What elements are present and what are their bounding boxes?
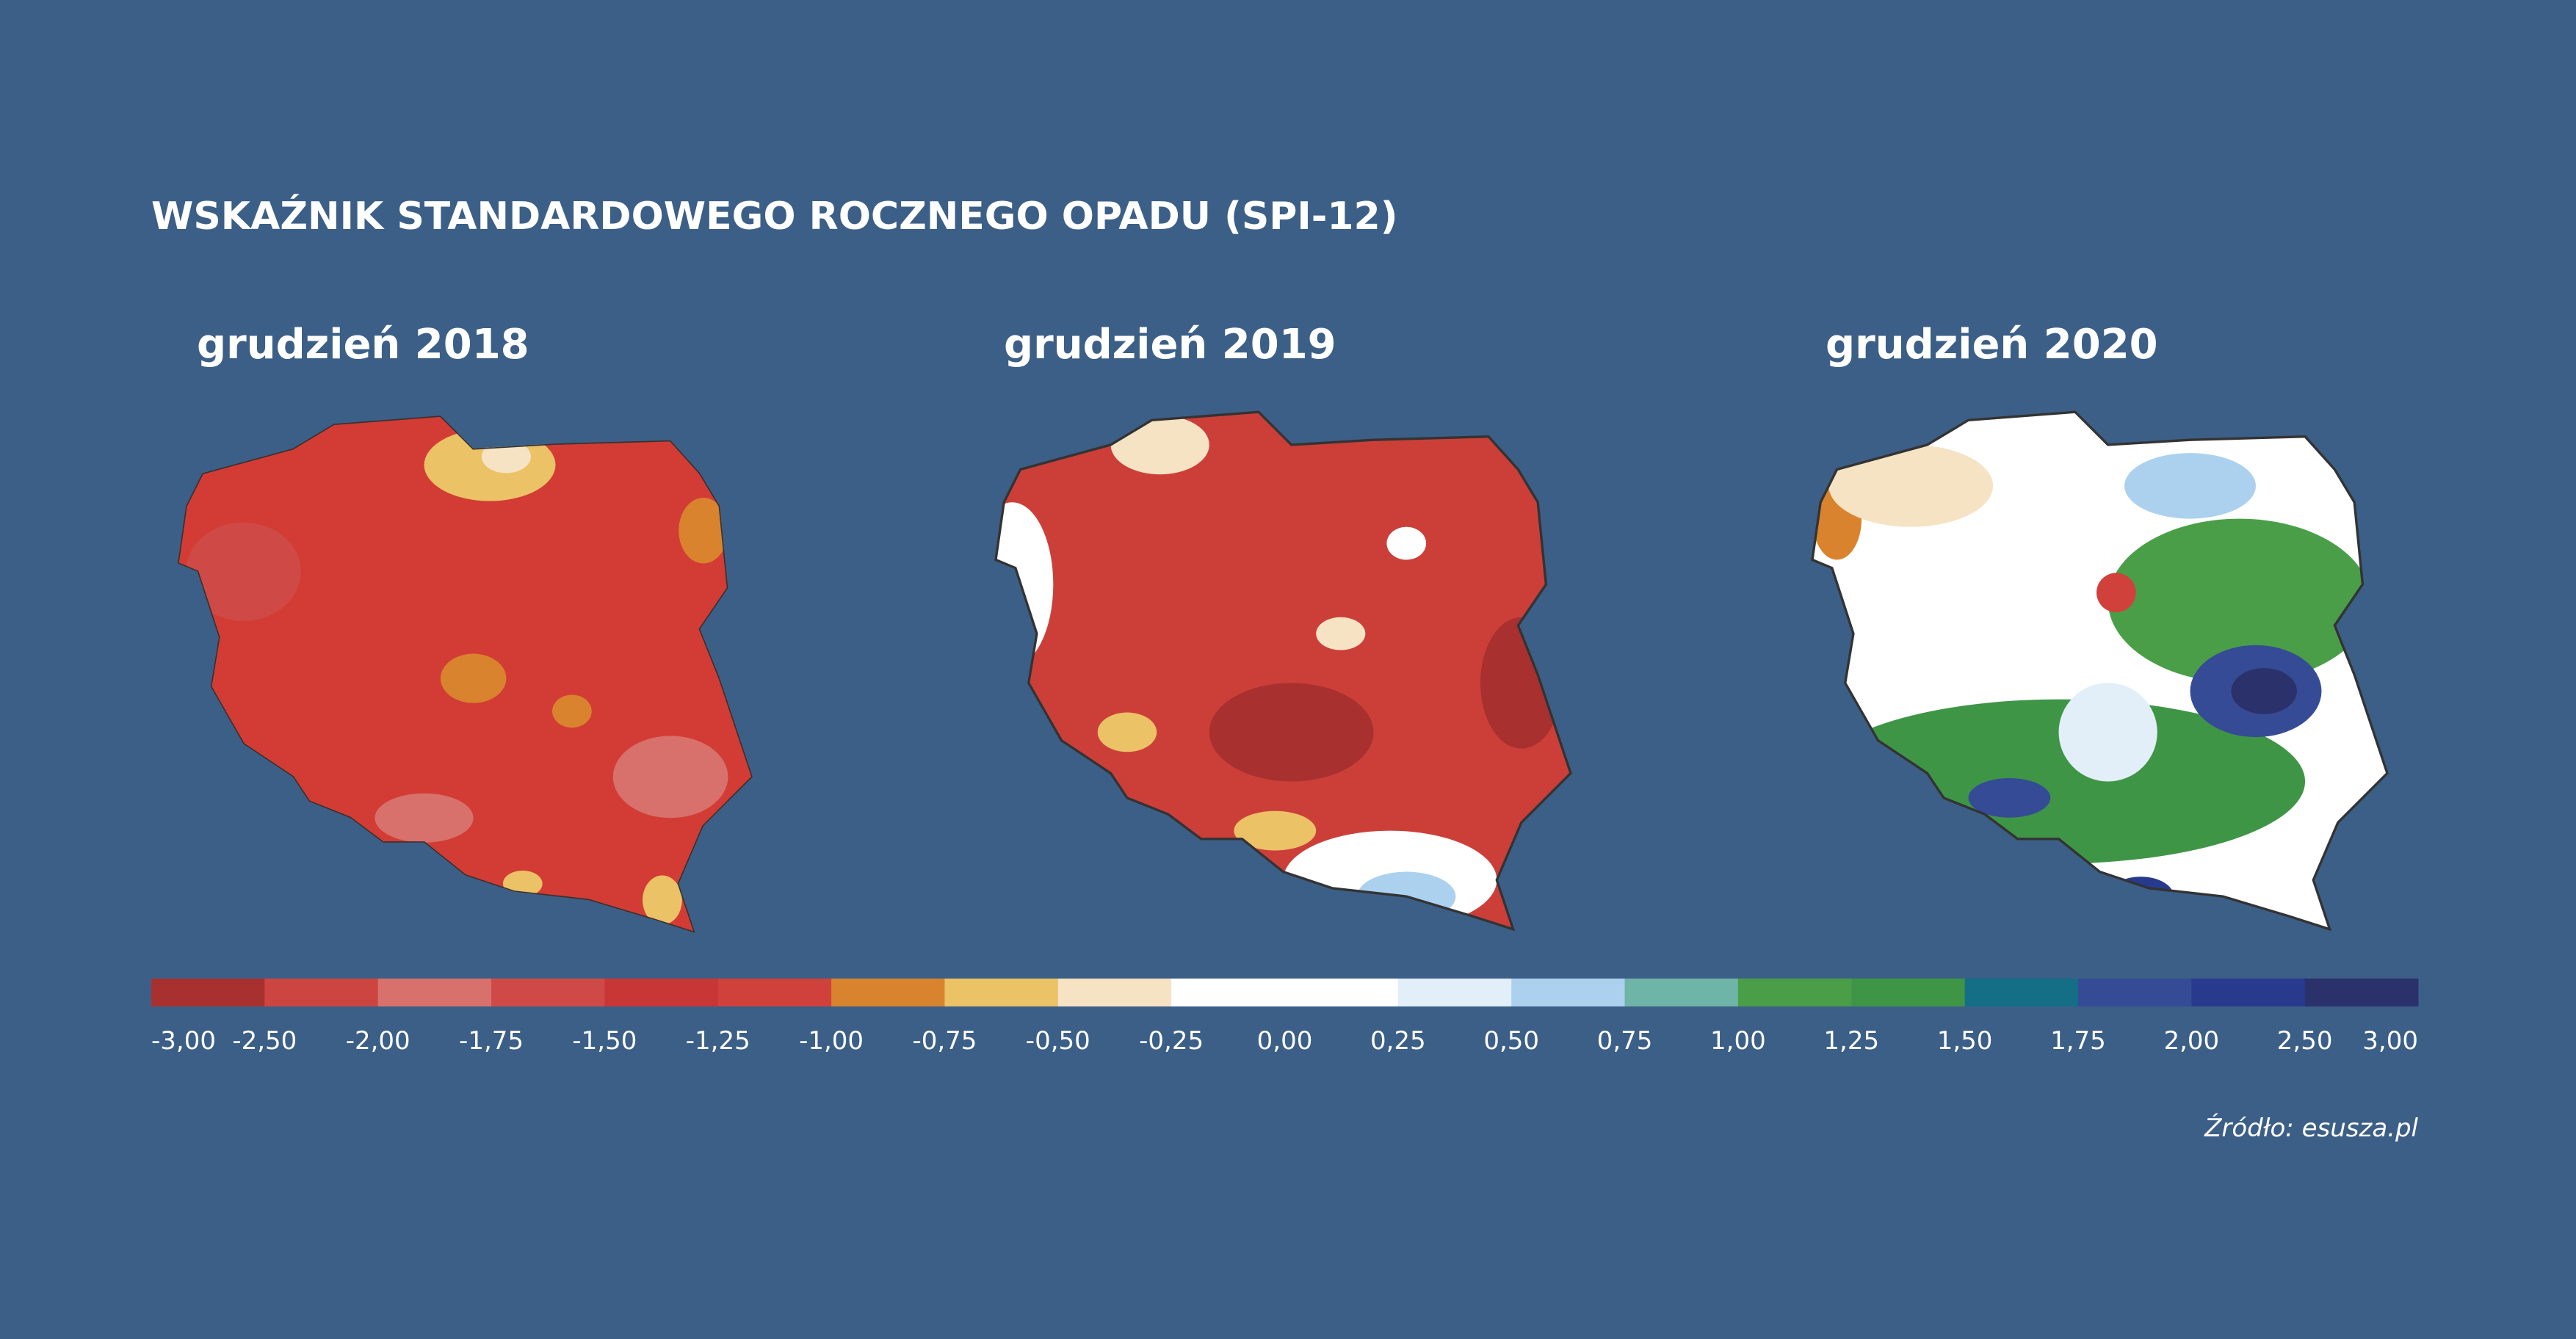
legend-swatch xyxy=(1851,979,1966,1006)
legend-swatch xyxy=(377,979,492,1006)
legend-label: -0,50 xyxy=(1026,1026,1090,1056)
legend-label: -1,50 xyxy=(572,1026,637,1056)
legend-swatch xyxy=(1511,979,1626,1006)
legend-swatch xyxy=(604,979,719,1006)
legend-swatch xyxy=(831,979,945,1006)
map-label: grudzień 2018 xyxy=(197,321,529,369)
legend: -3,00 -2,50 -2,00 -1,75 -1,50 -1,25 -1,00 -0,75… xyxy=(151,979,2419,1056)
legend-swatch xyxy=(1397,979,1512,1006)
legend-label: -0,25 xyxy=(1139,1026,1204,1056)
legend-label: 0,25 xyxy=(1370,1026,1426,1056)
legend-swatch xyxy=(717,979,832,1006)
legend-label: -0,75 xyxy=(912,1026,977,1056)
legend-swatch xyxy=(944,979,1059,1006)
legend-label: -2,50 xyxy=(232,1026,297,1056)
legend-label: 0,75 xyxy=(1597,1026,1653,1056)
legend-label: -3,00 xyxy=(151,1026,216,1056)
legend-label: 1,00 xyxy=(1710,1026,1766,1056)
legend-swatch xyxy=(1057,979,1172,1006)
legend-swatch xyxy=(1284,979,1399,1006)
legend-label: -1,25 xyxy=(686,1026,750,1056)
legend-label: 1,75 xyxy=(2050,1026,2106,1056)
legend-label: 3,00 xyxy=(2362,1026,2418,1056)
title: WSKAŹNIK STANDARDOWEGO ROCZNEGO OPADU (S… xyxy=(151,194,1397,239)
legend-swatch xyxy=(2191,979,2306,1006)
legend-swatch xyxy=(2304,979,2419,1006)
map-label: grudzień 2019 xyxy=(1004,321,1336,369)
legend-swatch xyxy=(2077,979,2192,1006)
legend-swatch xyxy=(1624,979,1739,1006)
legend-label: 2,50 xyxy=(2277,1026,2333,1056)
legend-label: 0,50 xyxy=(1483,1026,1539,1056)
legend-swatch xyxy=(1964,979,2079,1006)
legend-label: 2,00 xyxy=(2163,1026,2219,1056)
legend-swatch xyxy=(491,979,605,1006)
legend-label: 0,00 xyxy=(1257,1026,1313,1056)
legend-swatch xyxy=(151,979,265,1006)
legend-label: -2,00 xyxy=(346,1026,410,1056)
map xyxy=(1811,410,2389,932)
legend-swatch xyxy=(1171,979,1285,1006)
legend-label: -1,75 xyxy=(459,1026,524,1056)
legend-swatch xyxy=(264,979,379,1006)
legend-label: 1,50 xyxy=(1937,1026,1993,1056)
legend-label: 1,25 xyxy=(1823,1026,1879,1056)
source: Źródło: esusza.pl xyxy=(2204,1113,2418,1143)
legend-swatch xyxy=(1737,979,1852,1006)
legend-label: -1,00 xyxy=(799,1026,864,1056)
map-label: grudzień 2020 xyxy=(1826,321,2158,369)
